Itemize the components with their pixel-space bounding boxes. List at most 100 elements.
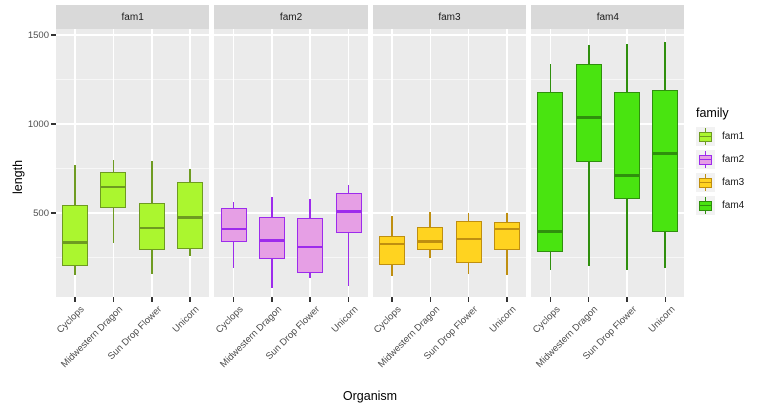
facet-panel: [531, 29, 685, 297]
boxplot-box: [537, 91, 564, 253]
x-tick-mark: [506, 297, 508, 302]
boxplot-median: [258, 239, 285, 242]
x-axis-title: Organism: [342, 389, 398, 403]
x-tick-mark: [391, 297, 393, 302]
facet-strip-label: fam3: [438, 11, 461, 23]
gridline-minor-h: [372, 79, 527, 81]
boxplot-median: [378, 242, 405, 246]
boxplot-median: [537, 230, 564, 233]
boxplot-median: [493, 227, 520, 231]
x-tick-label: Unicorn: [487, 304, 519, 335]
gridline-major-v: [429, 29, 432, 297]
legend-item: fam1: [692, 127, 768, 146]
boxplot-box: [614, 92, 640, 199]
boxplot-box: [258, 216, 285, 260]
legend-key-median: [699, 204, 712, 207]
x-tick-label: Cyclops: [530, 304, 563, 336]
x-tick-mark: [271, 297, 273, 302]
legend-label: fam4: [722, 200, 745, 211]
gridline-minor-h: [214, 256, 368, 258]
x-tick-mark: [664, 297, 667, 302]
gridline-major-v: [271, 29, 273, 297]
gridline-major-v: [232, 29, 235, 297]
gridline-minor-h: [214, 168, 368, 170]
boxplot-median: [100, 185, 127, 189]
gridline-minor-h: [372, 168, 527, 170]
legend-title: family: [696, 106, 729, 120]
x-tick-mark: [232, 297, 235, 302]
boxplot-box: [335, 193, 362, 234]
boxplot-median: [62, 241, 89, 244]
facet-panel: [56, 29, 210, 297]
boxplot-median: [138, 226, 165, 230]
facet-strip-label: fam2: [279, 11, 303, 23]
x-tick-label: Unicorn: [646, 304, 678, 335]
x-tick-mark: [626, 297, 628, 302]
x-tick-label: Unicorn: [329, 304, 361, 335]
gridline-major-v: [189, 29, 191, 297]
legend-key-median: [699, 135, 712, 138]
boxplot-median: [614, 174, 640, 177]
boxplot-box: [575, 64, 602, 163]
gridline-major-h: [214, 34, 368, 36]
legend-items: fam1 fam2 fam3 fam4: [692, 127, 768, 215]
x-tick-mark: [429, 297, 432, 302]
boxplot-median: [455, 237, 482, 241]
boxplot-box: [652, 90, 679, 233]
gridline-minor-h: [531, 79, 685, 81]
boxplot-box: [138, 203, 165, 251]
x-tick-mark: [309, 297, 311, 302]
boxplot-box: [297, 218, 324, 273]
x-tick-mark: [189, 297, 191, 302]
x-tick-mark: [347, 297, 350, 302]
gridline-major-v: [347, 29, 350, 297]
legend-label: fam2: [722, 154, 745, 165]
facet-strip: fam3: [372, 5, 527, 29]
boxplot-median: [297, 245, 324, 249]
gridline-major-h: [531, 34, 685, 36]
y-tick-label: 1500: [27, 29, 49, 41]
x-tick-label: Cyclops: [213, 304, 246, 336]
x-tick-mark: [587, 297, 590, 302]
x-tick-mark: [74, 297, 76, 302]
boxplot-box: [100, 172, 127, 208]
legend-label: fam3: [722, 177, 745, 188]
boxplot-median: [575, 116, 602, 120]
facet-strip-label: fam1: [121, 11, 144, 23]
y-tick-mark: [51, 212, 56, 214]
x-tick-label: Unicorn: [170, 304, 202, 335]
gridline-minor-h: [56, 79, 210, 81]
boxplot-box: [220, 207, 247, 243]
x-tick-mark: [112, 297, 115, 302]
facet-strip: fam1: [56, 5, 210, 29]
gridline-major-h: [214, 212, 368, 214]
boxplot-median: [652, 152, 679, 155]
gridline-minor-h: [531, 168, 685, 170]
legend-item: fam4: [692, 196, 768, 215]
y-tick-label: 1000: [27, 118, 49, 130]
gridline-major-h: [56, 212, 210, 214]
legend-key: [696, 173, 715, 192]
boxplot-median: [220, 227, 247, 231]
gridline-major-v: [506, 29, 508, 297]
x-tick-mark: [151, 297, 153, 302]
gridline-major-h: [531, 212, 685, 214]
y-tick-mark: [51, 123, 56, 125]
y-tick-label: 500: [33, 207, 49, 219]
gridline-major-v: [467, 29, 470, 297]
gridline-major-h: [56, 123, 210, 125]
gridline-minor-h: [56, 168, 210, 170]
legend-item: fam3: [692, 173, 768, 192]
gridline-major-h: [531, 123, 685, 125]
gridline-minor-h: [214, 79, 368, 81]
x-tick-mark: [549, 297, 552, 302]
legend-label: fam1: [722, 131, 745, 142]
boxplot-box: [177, 182, 204, 250]
boxplot-box: [62, 204, 89, 267]
gridline-major-v: [309, 29, 311, 297]
x-tick-label: Cyclops: [372, 304, 404, 336]
boxplot-median: [417, 240, 444, 243]
facet-strip-label: fam4: [596, 11, 619, 23]
legend-key-median: [699, 181, 712, 184]
